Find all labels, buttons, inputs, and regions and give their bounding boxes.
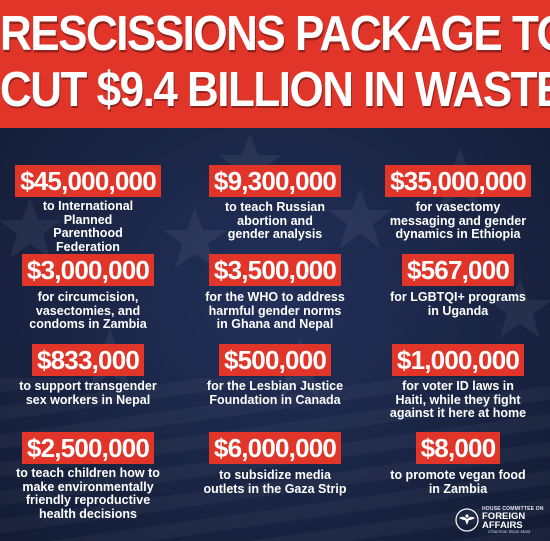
star-icon: [488, 278, 550, 338]
star-icon: [218, 133, 282, 193]
item-description: to teach children how to make environmen…: [16, 466, 160, 521]
spending-item: $8,000 to promote vegan food in Zambia: [370, 432, 546, 496]
spending-item: $1,000,000 for voter ID laws in Haiti, w…: [370, 344, 546, 421]
org-prefix: HOUSE COMMITTEE ON: [482, 506, 544, 512]
amount-badge: $8,000: [415, 432, 501, 464]
item-description: to support transgender sex workers in Ne…: [19, 379, 157, 407]
eagle-seal-icon: [455, 508, 479, 532]
item-description: to International Planned Parenthood Fede…: [42, 199, 134, 254]
amount-badge: $35,000,000: [385, 165, 531, 197]
spending-item: $45,000,000 to International Planned Par…: [0, 165, 176, 254]
title-banner: RESCISSIONS PACKAGE TO CUT $9.4 BILLION …: [0, 0, 550, 128]
spending-item: $567,000 for LGBTQI+ programs in Uganda: [370, 254, 546, 318]
spending-item: $3,000,000 for circumcision, vasectomies…: [0, 254, 176, 332]
item-description: to teach Russian abortion and gender ana…: [224, 200, 326, 241]
amount-badge: $567,000: [401, 254, 515, 286]
item-description: for voter ID laws in Haiti, while they f…: [389, 379, 527, 420]
chairman-credit: Chairman Brian Mast: [488, 529, 531, 534]
star-icon: [328, 188, 392, 248]
star-icon: [0, 198, 62, 258]
item-description: for vasectomy messaging and gender dynam…: [389, 200, 527, 241]
spending-item: $9,300,000 to teach Russian abortion and…: [187, 165, 363, 242]
amount-badge: $833,000: [31, 344, 145, 376]
spending-item: $2,500,000 to teach children how to make…: [0, 432, 176, 521]
amount-badge: $1,000,000: [391, 344, 525, 376]
spending-item: $833,000 to support transgender sex work…: [0, 344, 176, 407]
amount-badge: $3,500,000: [208, 254, 342, 286]
item-description: for the Lesbian Justice Foundation in Ca…: [206, 379, 344, 407]
item-description: for the WHO to address harmful gender no…: [205, 290, 345, 331]
title-line-1: RESCISSIONS PACKAGE TO: [0, 6, 550, 62]
item-description: to subsidize media outlets in the Gaza S…: [203, 468, 347, 496]
item-description: to promote vegan food in Zambia: [390, 468, 526, 496]
amount-badge: $9,300,000: [208, 165, 342, 197]
spending-item: $500,000 for the Lesbian Justice Foundat…: [187, 344, 363, 407]
amount-badge: $45,000,000: [15, 165, 161, 197]
amount-badge: $2,500,000: [21, 432, 155, 464]
amount-badge: $500,000: [218, 344, 332, 376]
spending-item: $6,000,000 to subsidize media outlets in…: [187, 432, 363, 496]
item-description: for circumcision, vasectomies, and condo…: [29, 290, 147, 331]
spending-item: $35,000,000 for vasectomy messaging and …: [370, 165, 546, 242]
spending-item: $3,500,000 for the WHO to address harmfu…: [187, 254, 363, 332]
org-name-line-1: FOREIGN: [482, 511, 526, 522]
org-name-line-2: AFFAIRS: [482, 520, 523, 531]
amount-badge: $3,000,000: [21, 254, 155, 286]
item-description: for LGBTQI+ programs in Uganda: [390, 290, 526, 318]
committee-logo: HOUSE COMMITTEE ON FOREIGN AFFAIRS Chair…: [455, 504, 547, 538]
amount-badge: $6,000,000: [208, 432, 342, 464]
star-icon: [163, 208, 227, 268]
title-line-2: CUT $9.4 BILLION IN WASTE: [0, 62, 550, 118]
